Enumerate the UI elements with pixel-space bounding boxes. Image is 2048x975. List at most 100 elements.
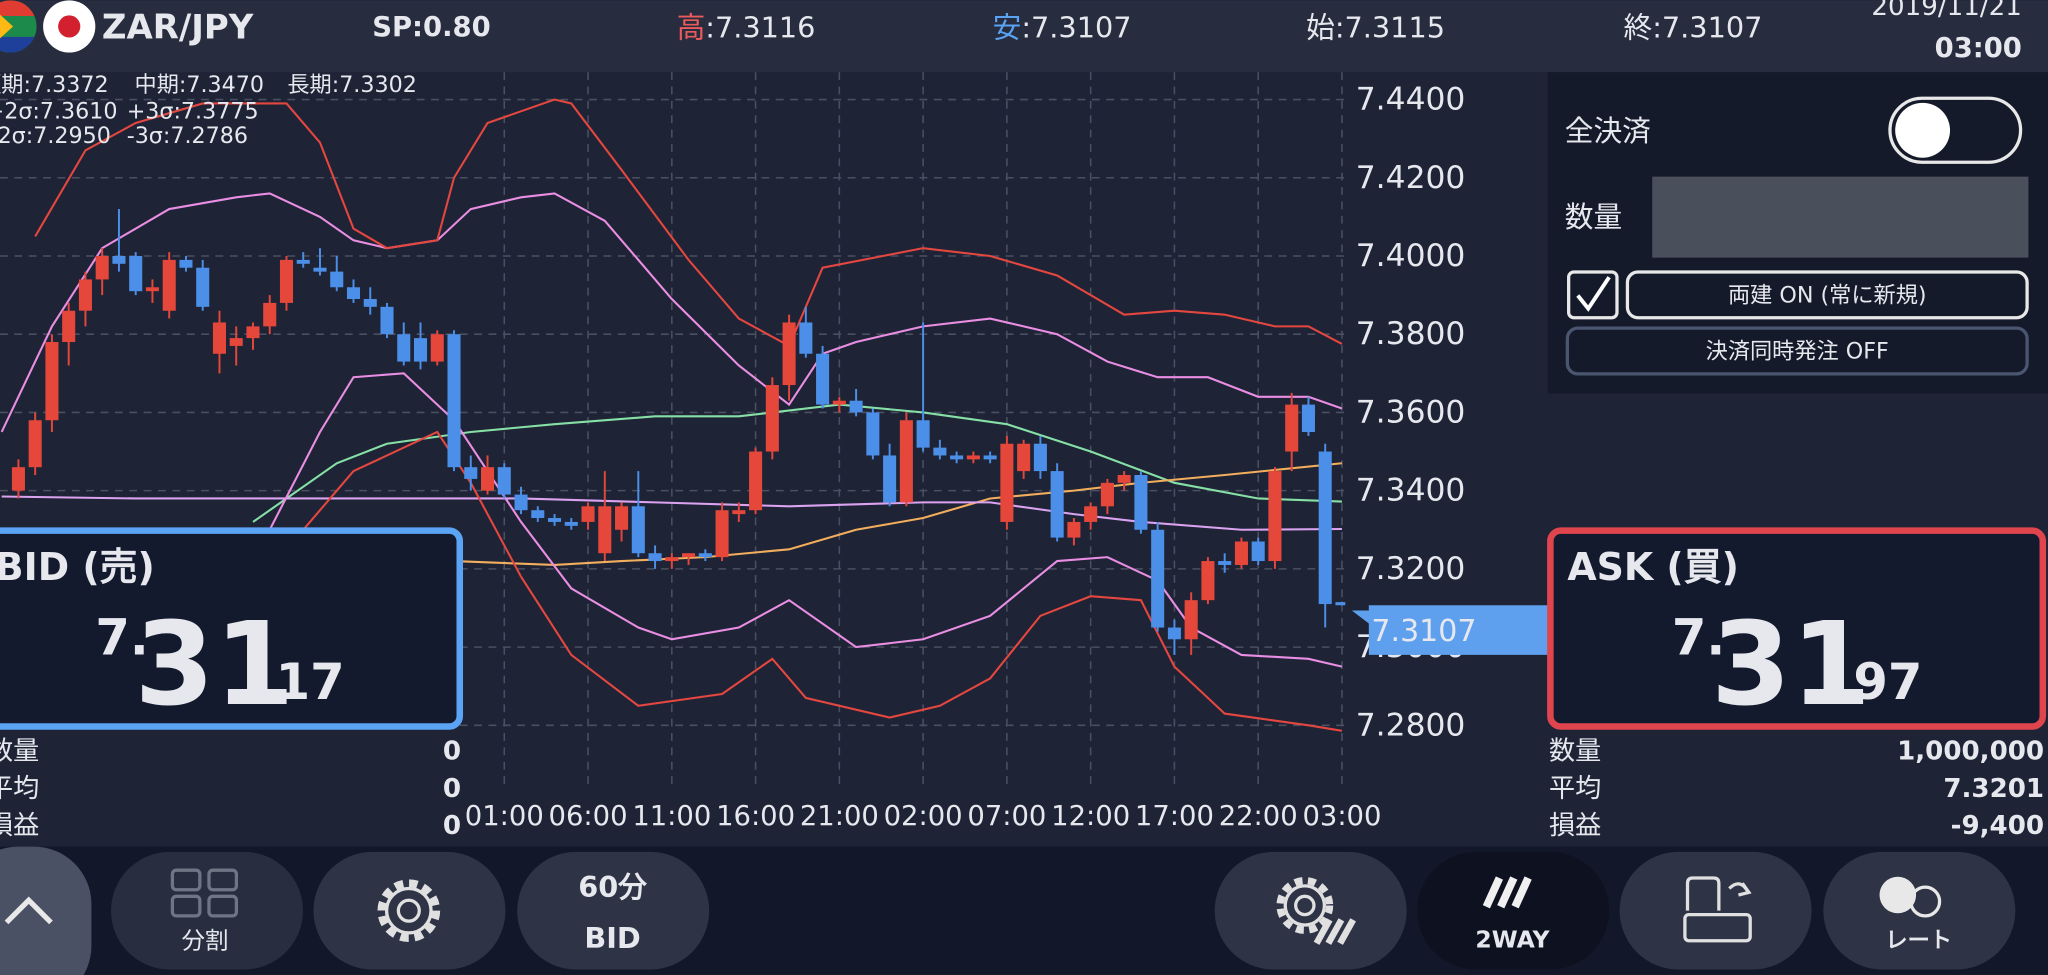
candle-body — [1033, 443, 1047, 472]
bid-stat-label: 数量 — [0, 736, 39, 766]
swap-button[interactable] — [1619, 851, 1812, 970]
candle-body — [966, 455, 980, 460]
header: ZAR/JPY SP:0.80 高:7.3116 安:7.3107 始:7.31… — [0, 0, 2022, 64]
close-all-label: 全決済 — [1565, 114, 1651, 148]
check-mark — [1576, 276, 1611, 312]
timeframe-label: 60分 — [578, 870, 647, 904]
indicator-line — [34, 98, 1343, 348]
candle-body — [279, 259, 294, 303]
quantity-input[interactable] — [1652, 176, 2029, 258]
candle-body — [615, 506, 629, 530]
candle-body — [1067, 521, 1081, 538]
bid-stat-label: 損益 — [0, 811, 39, 841]
candle-body — [447, 334, 461, 468]
bid-stats: 数量 0 平均 0 損益 0 — [0, 736, 461, 840]
price-marker: 7.3107 — [1351, 605, 1548, 655]
ask-stat-value: 1,000,000 — [1897, 736, 2044, 766]
settings-button[interactable] — [313, 851, 506, 970]
low-label: 安 — [993, 11, 1022, 45]
indicator-line — [0, 192, 1343, 433]
candle-body — [430, 334, 444, 362]
candle-body — [1184, 600, 1198, 640]
candle-body — [162, 259, 176, 311]
candle-body — [179, 259, 193, 268]
candle-body — [765, 385, 779, 452]
candle-body — [62, 310, 76, 343]
bid-box[interactable] — [0, 527, 464, 730]
indicator-line — [453, 462, 1343, 567]
candle-body — [1201, 561, 1215, 601]
indicator-line — [252, 403, 1342, 523]
candle-body — [1318, 451, 1332, 605]
x-tick-label: 06:00 — [549, 801, 628, 832]
candle-body — [11, 467, 25, 491]
candle-body — [732, 510, 746, 515]
candle-body — [313, 267, 327, 272]
low-value: :7.3107 — [1021, 11, 1131, 45]
ask-title: ASK (買) — [1567, 545, 1739, 589]
legend-entry: -3σ:7.2786 — [127, 123, 248, 149]
two-way-label: 2WAY — [1475, 925, 1550, 953]
candle-body — [363, 299, 377, 307]
candle-body — [129, 255, 143, 292]
y-tick-label: 7.2800 — [1356, 707, 1466, 743]
indicator-line — [268, 372, 1343, 668]
candle-body — [1050, 471, 1064, 538]
candle-body — [1134, 475, 1148, 530]
hedge-button[interactable] — [1625, 270, 2029, 320]
simultaneous-button[interactable] — [1565, 326, 2029, 376]
bid-price-big: 31 — [135, 598, 295, 732]
collapse-button[interactable] — [0, 846, 92, 975]
y-tick-label: 7.3800 — [1356, 316, 1466, 352]
candle-body — [548, 518, 562, 522]
order-panel: 全決済 数量 両建 ON (常に新規) 決済同時発注 OFF — [1547, 72, 2048, 394]
toggle-knob — [1895, 102, 1951, 158]
open: 始:7.3115 — [1306, 11, 1445, 45]
candle-body — [112, 255, 126, 264]
y-tick-label: 7.4400 — [1356, 82, 1466, 118]
ask-stat-value: 7.3201 — [1943, 774, 2044, 804]
candle-body — [1151, 529, 1165, 628]
candle-body — [78, 279, 92, 311]
candle-body — [1251, 541, 1265, 562]
candle-body — [531, 510, 545, 519]
candle-body — [682, 553, 696, 558]
candle-body — [799, 322, 813, 354]
side-label: BID — [584, 921, 640, 955]
candle-body — [263, 302, 277, 327]
date: 2019/11/21 — [1871, 0, 2022, 22]
x-tick-label: 16:00 — [716, 801, 795, 832]
y-tick-label: 7.3200 — [1356, 551, 1466, 587]
hedge-checkbox[interactable] — [1567, 270, 1619, 320]
x-tick-label: 17:00 — [1135, 801, 1214, 832]
ask-panel[interactable]: ASK (買) 7. 31 97 — [1547, 527, 2047, 733]
candle-body — [832, 400, 846, 405]
split-button[interactable] — [111, 851, 304, 970]
candle-body — [1100, 482, 1114, 507]
timeframe-button[interactable] — [517, 851, 710, 970]
candle-body — [1268, 471, 1282, 562]
bid-stat-value: 0 — [443, 736, 461, 766]
candle-body — [212, 322, 227, 354]
gear-icon — [377, 879, 441, 943]
two-way-button[interactable] — [1417, 851, 1610, 970]
ask-box[interactable] — [1547, 527, 2047, 730]
flag-jp-dot — [58, 15, 81, 38]
candle-body — [598, 506, 612, 554]
x-tick-label: 07:00 — [967, 801, 1046, 832]
rate-button[interactable] — [1823, 851, 2016, 970]
x-tick-label: 22:00 — [1219, 801, 1298, 832]
candle-body — [983, 455, 997, 460]
candle-body — [464, 467, 478, 479]
bid-price-tail: 17 — [276, 653, 345, 711]
candle-body — [1117, 475, 1131, 483]
bid-panel[interactable]: BID (売) 7. 31 17 — [0, 527, 464, 733]
candle-body — [45, 342, 59, 421]
x-tick-label: 02:00 — [884, 801, 963, 832]
candle-body — [1301, 404, 1315, 432]
ask-price-big: 31 — [1711, 598, 1871, 732]
x-tick-label: 12:00 — [1051, 801, 1130, 832]
candle-body — [1017, 443, 1031, 472]
order-settings-icon — [1276, 877, 1356, 945]
